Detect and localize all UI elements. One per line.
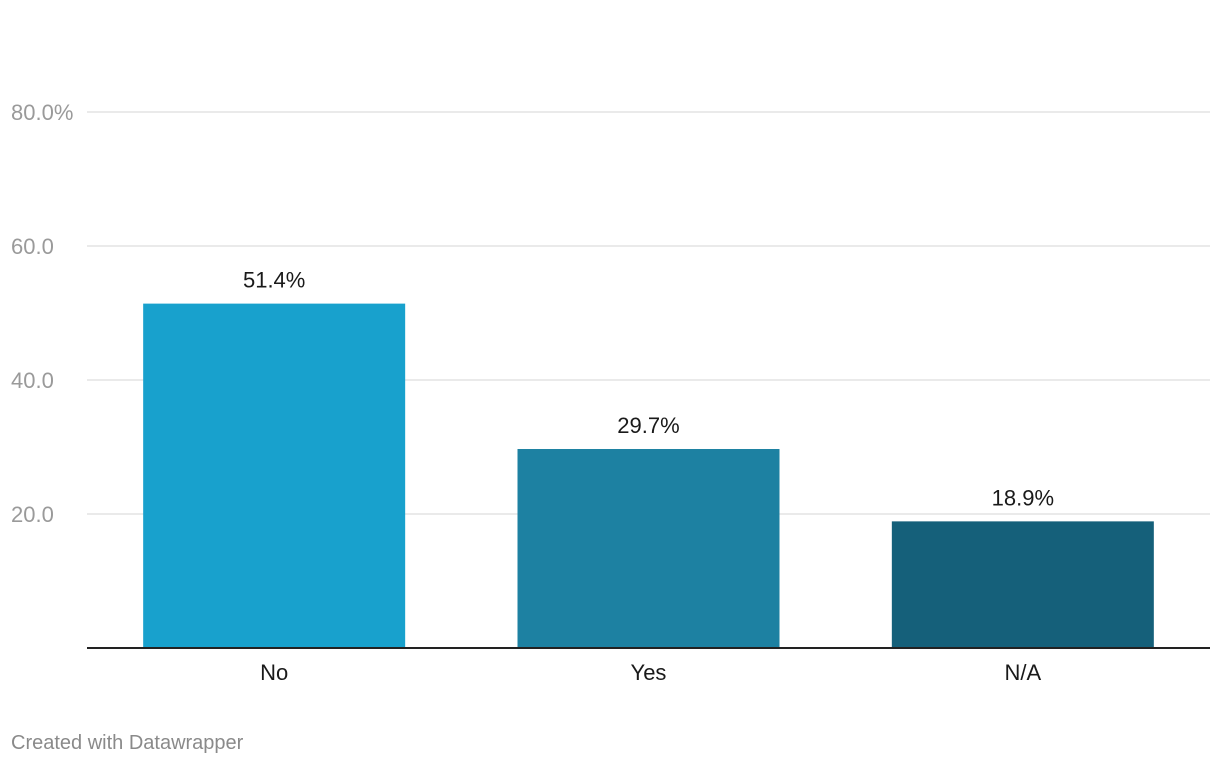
y-tick-label: 20.0 bbox=[11, 502, 54, 527]
value-label: 18.9% bbox=[992, 485, 1054, 510]
x-axis-labels: No Yes N/A bbox=[260, 660, 1041, 685]
bar bbox=[517, 449, 780, 648]
y-axis-ticks: 20.0 40.0 60.0 80.0% bbox=[11, 100, 73, 527]
bar bbox=[143, 303, 406, 648]
bars bbox=[143, 303, 1154, 648]
x-category-label: Yes bbox=[631, 660, 667, 685]
credit-text: Created with Datawrapper bbox=[11, 732, 244, 754]
value-label: 51.4% bbox=[243, 268, 305, 293]
y-tick-label: 40.0 bbox=[11, 368, 54, 393]
bar bbox=[891, 521, 1154, 648]
x-category-label: N/A bbox=[1004, 660, 1041, 685]
x-category-label: No bbox=[260, 660, 288, 685]
y-tick-label: 60.0 bbox=[11, 234, 54, 259]
value-labels: 51.4% 29.7% 18.9% bbox=[243, 268, 1054, 511]
y-tick-label: 80.0% bbox=[11, 100, 73, 125]
value-label: 29.7% bbox=[617, 413, 679, 438]
